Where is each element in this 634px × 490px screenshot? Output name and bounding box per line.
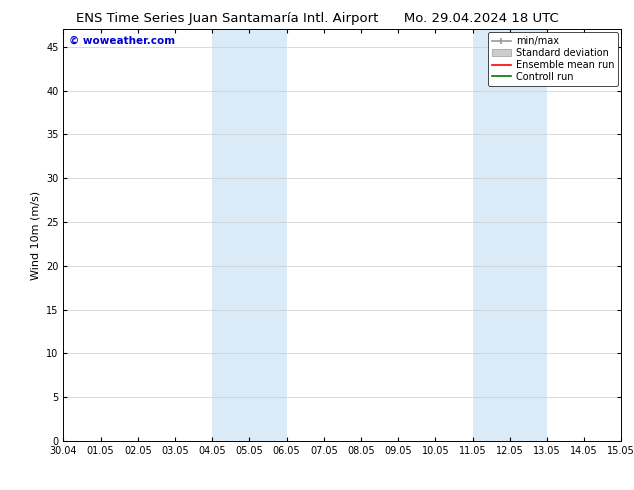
Bar bbox=[472, 29, 547, 441]
Text: © woweather.com: © woweather.com bbox=[69, 36, 175, 46]
Text: ENS Time Series Juan Santamaría Intl. Airport      Mo. 29.04.2024 18 UTC: ENS Time Series Juan Santamaría Intl. Ai… bbox=[75, 12, 559, 25]
Bar bbox=[212, 29, 287, 441]
Y-axis label: Wind 10m (m/s): Wind 10m (m/s) bbox=[30, 191, 41, 280]
Legend: min/max, Standard deviation, Ensemble mean run, Controll run: min/max, Standard deviation, Ensemble me… bbox=[488, 32, 618, 86]
